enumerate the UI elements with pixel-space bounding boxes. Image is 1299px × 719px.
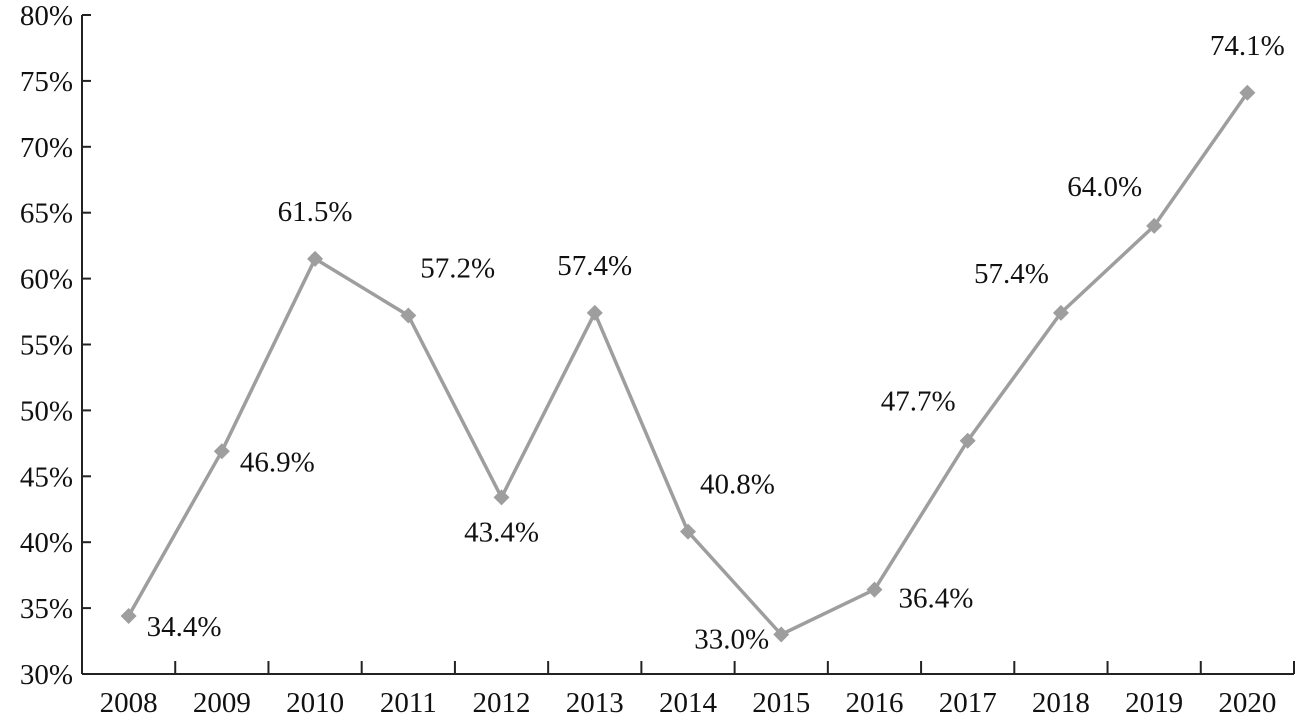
y-tick-label: 40% — [20, 527, 73, 559]
data-point-marker — [307, 250, 324, 267]
data-point-marker — [680, 523, 696, 540]
data-label: 33.0% — [694, 623, 769, 655]
data-label-group: 34.4% 46.9% 61.5% 57.2% 43.4% 57.4% 40.8% 33.0%… — [147, 30, 1285, 656]
data-label: 47.7% — [881, 386, 956, 418]
x-tick-label: 2018 — [1032, 687, 1090, 719]
y-tick-label: 35% — [20, 593, 73, 625]
y-tick-label: 50% — [20, 395, 73, 427]
x-tick-label: 2008 — [100, 687, 158, 719]
data-point-marker — [1146, 217, 1163, 234]
data-point-marker — [866, 581, 883, 598]
data-label: 64.0% — [1067, 171, 1142, 203]
y-tick-label: 70% — [20, 132, 73, 164]
data-point-marker — [959, 432, 976, 449]
x-tick-label: 2009 — [193, 687, 251, 719]
data-label: 57.4% — [974, 258, 1049, 290]
data-point-marker — [773, 626, 790, 643]
data-point-marker — [120, 608, 137, 625]
x-tick-label: 2016 — [845, 687, 903, 719]
data-label: 34.4% — [147, 611, 222, 643]
y-tick-label: 30% — [20, 659, 73, 691]
data-label: 40.8% — [700, 469, 775, 501]
data-point-marker — [213, 443, 230, 460]
x-tick-label: 2010 — [286, 687, 344, 719]
y-tick-label: 60% — [20, 264, 73, 296]
data-point-marker — [400, 307, 417, 324]
x-tick-label: 2015 — [752, 687, 810, 719]
y-tick-label: 75% — [20, 66, 73, 98]
data-point-marker — [586, 304, 603, 321]
data-label: 57.4% — [557, 250, 632, 282]
x-tick-label: 2011 — [380, 687, 437, 719]
data-label: 43.4% — [464, 516, 539, 548]
x-tick-label: 2017 — [939, 687, 997, 719]
y-tick-label: 65% — [20, 198, 73, 230]
x-tick-label: 2019 — [1125, 687, 1183, 719]
x-tick-label: 2020 — [1218, 687, 1276, 719]
x-tick-label: 2013 — [566, 687, 624, 719]
data-point-marker — [1052, 304, 1069, 321]
series-marker-group — [120, 84, 1256, 643]
data-label: 74.1% — [1210, 30, 1285, 62]
data-label: 46.9% — [240, 446, 315, 478]
data-point-marker — [493, 489, 510, 506]
x-axis-ticks: 2008 2009 2010 2011 2012 2013 2014 2015 2016 2017… — [100, 661, 1295, 719]
y-axis-ticks: 30% 35% 40% 45% 50% 55% 60% 65% 70% 75% 80% — [20, 0, 91, 691]
y-tick-label: 55% — [20, 330, 73, 362]
y-tick-label: 80% — [20, 0, 73, 32]
x-tick-label: 2014 — [659, 687, 718, 719]
data-label: 61.5% — [278, 196, 353, 228]
data-label: 36.4% — [898, 583, 973, 615]
x-tick-label: 2012 — [473, 687, 531, 719]
data-point-marker — [1239, 84, 1256, 101]
y-tick-label: 45% — [20, 461, 73, 493]
data-label: 57.2% — [420, 253, 495, 285]
